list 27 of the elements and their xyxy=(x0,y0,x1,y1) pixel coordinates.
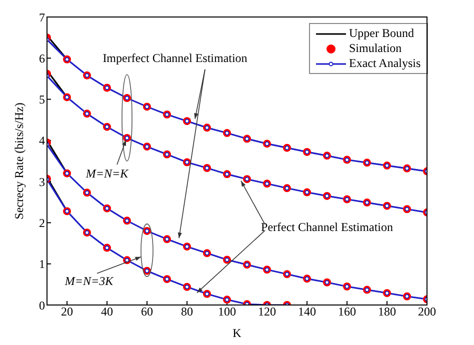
annotation: M=N=3K xyxy=(64,274,114,288)
legend-label: Simulation xyxy=(349,41,402,56)
legend-label: Upper Bound xyxy=(349,26,414,41)
y-tick-label: 1 xyxy=(39,257,45,272)
annotation: Imperfect Channel Estimation xyxy=(102,51,248,66)
y-axis-title: Secrecy Rate (bits/s/Hz) xyxy=(12,102,26,220)
annotation: Perfect Channel Estimation xyxy=(261,220,393,234)
y-tick-label: 0 xyxy=(39,298,45,312)
x-tick-label: 60 xyxy=(141,304,153,319)
annotation: M=N=K xyxy=(84,166,130,180)
y-tick-label: 4 xyxy=(39,134,45,148)
legend-label: Exact Analysis xyxy=(349,56,421,71)
x-tick-label: 40 xyxy=(101,304,113,319)
x-tick-label: 140 xyxy=(298,304,316,319)
x-tick-label: 20 xyxy=(61,304,73,319)
y-tick-label: 2 xyxy=(39,216,45,230)
y-tick-label: 6 xyxy=(39,51,45,66)
x-tick-label: 120 xyxy=(258,304,276,319)
y-tick-label: 5 xyxy=(39,92,45,107)
x-tick-label: 180 xyxy=(378,304,396,319)
x-tick-label: 200 xyxy=(418,304,436,319)
x-tick-label: 160 xyxy=(338,304,356,319)
x-axis-title: K xyxy=(232,326,242,340)
x-tick-label: 100 xyxy=(218,304,236,319)
x-tick-label: 80 xyxy=(181,304,193,319)
y-tick-label: 7 xyxy=(39,10,45,24)
y-tick-label: 3 xyxy=(39,174,45,189)
